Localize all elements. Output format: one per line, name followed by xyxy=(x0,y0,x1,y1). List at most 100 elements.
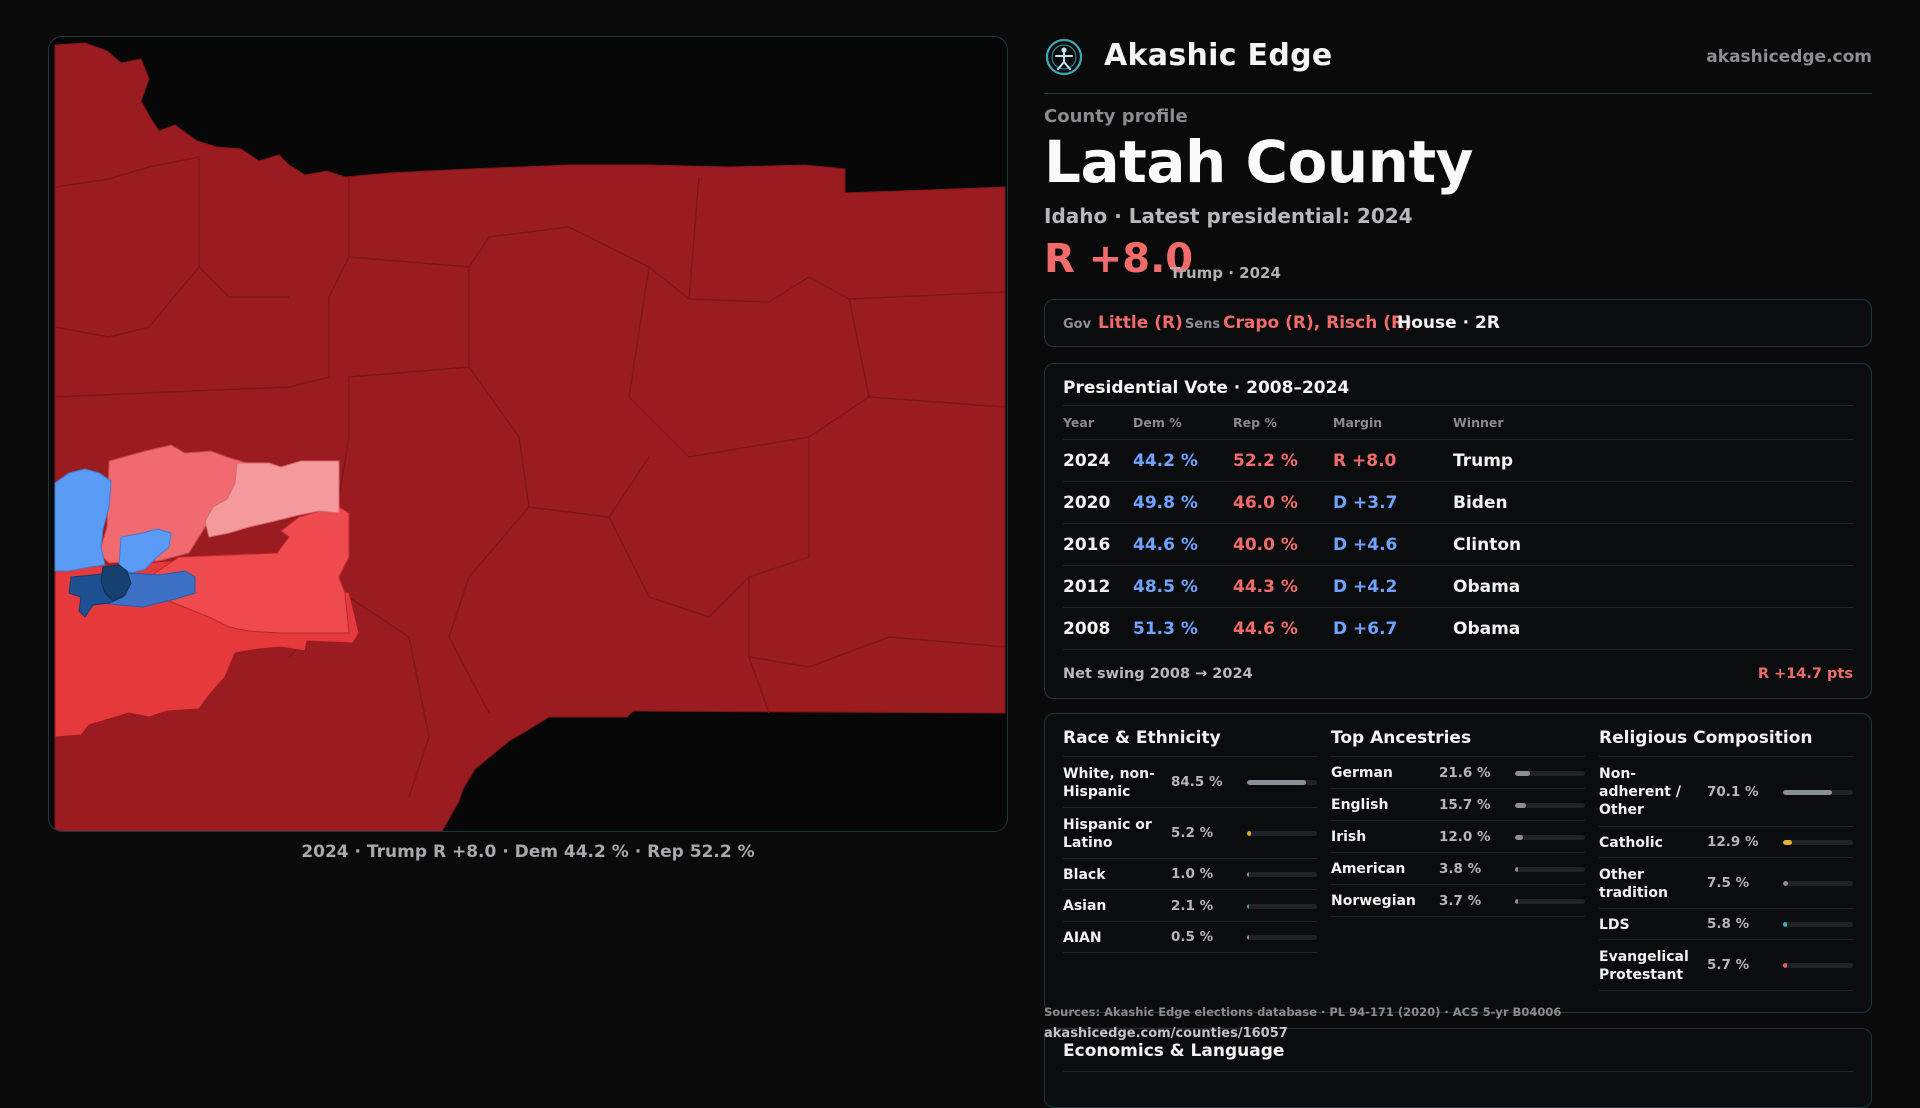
demographic-percent: 15.7 % xyxy=(1439,796,1491,813)
margin-cell: D +3.7 xyxy=(1333,481,1453,524)
demographic-bar xyxy=(1247,780,1317,785)
demographic-row: American 3.8 % xyxy=(1331,853,1585,885)
demographic-bar xyxy=(1783,922,1853,927)
demographic-bar xyxy=(1783,840,1853,845)
demographic-label: Hispanic or Latino xyxy=(1063,816,1152,851)
demographic-bar xyxy=(1247,831,1317,836)
demographic-bar-fill xyxy=(1783,881,1789,886)
table-row: 2020 49.8 % 46.0 % D +3.7 Biden xyxy=(1063,481,1853,524)
year-cell: 2020 xyxy=(1063,481,1133,524)
demographic-label: Catholic xyxy=(1599,834,1663,851)
demographic-row: Black 1.0 % xyxy=(1063,859,1317,890)
margin-cell: D +6.7 xyxy=(1333,607,1453,650)
demographic-label: Other tradition xyxy=(1599,866,1668,901)
demographic-bar-fill xyxy=(1783,840,1793,845)
county-map[interactable] xyxy=(48,36,1008,832)
year-cell: 2012 xyxy=(1063,565,1133,608)
demographic-percent: 1.0 % xyxy=(1171,866,1214,882)
precinct-tilt-rep[interactable] xyxy=(204,460,340,538)
dem-cell: 49.8 % xyxy=(1133,481,1233,524)
economics-title: Economics & Language xyxy=(1063,1041,1285,1061)
demographic-bar-fill xyxy=(1247,872,1249,877)
precinct-mid-rep[interactable] xyxy=(148,506,350,634)
presidential-vote-title: Presidential Vote · 2008–2024 xyxy=(1063,378,1350,398)
demographic-bar-fill xyxy=(1515,866,1518,872)
rep-cell: 52.2 % xyxy=(1233,439,1333,482)
demographic-label: Norwegian xyxy=(1331,893,1416,909)
demographic-row: German 21.6 % xyxy=(1331,757,1585,789)
demographic-label: AIAN xyxy=(1063,929,1102,946)
demographic-percent: 3.8 % xyxy=(1439,860,1482,877)
demographic-bar-fill xyxy=(1515,834,1524,840)
demographic-bar xyxy=(1247,935,1317,940)
demographic-label: Non- adherent / Other xyxy=(1599,766,1681,818)
demographic-bar xyxy=(1783,963,1853,968)
demographic-bar xyxy=(1515,834,1585,840)
governor-value: Little (R) xyxy=(1098,313,1183,333)
demographic-percent: 5.7 % xyxy=(1707,957,1750,973)
presidential-vote-table: Year Dem % Rep % Margin Winner 2024 44.2… xyxy=(1063,405,1853,650)
brand-header: Akashic Edge akashicedge.com xyxy=(1044,34,1872,94)
precinct-boundaries xyxy=(54,156,1006,798)
demographic-row: LDS 5.8 % xyxy=(1599,909,1853,940)
demographic-row: Hispanic or Latino 5.2 % xyxy=(1063,808,1317,859)
demographic-row: English 15.7 % xyxy=(1331,789,1585,821)
officials-bar: Gov Little (R) Sens Crapo (R), Risch (R)… xyxy=(1044,299,1872,347)
demographic-bar-fill xyxy=(1783,922,1788,927)
demographic-label: Irish xyxy=(1331,829,1367,845)
demographic-percent: 21.6 % xyxy=(1439,764,1491,781)
rep-cell: 44.6 % xyxy=(1233,607,1333,650)
demographic-bar xyxy=(1515,770,1585,776)
demographic-label: Asian xyxy=(1063,898,1107,914)
precinct-lean-dem[interactable] xyxy=(54,468,112,572)
rep-cell: 40.0 % xyxy=(1233,523,1333,566)
demographic-percent: 12.9 % xyxy=(1707,834,1759,850)
winner-cell: Trump xyxy=(1453,439,1853,482)
demographic-bar-fill xyxy=(1515,770,1531,776)
demographic-row: Other tradition 7.5 % xyxy=(1599,858,1853,909)
demographic-percent: 70.1 % xyxy=(1707,783,1759,800)
demographic-row: Non- adherent / Other 70.1 % xyxy=(1599,757,1853,827)
precinct-strong-rep-region[interactable] xyxy=(54,42,1006,832)
demographic-row: Asian 2.1 % xyxy=(1063,890,1317,922)
rep-cell: 44.3 % xyxy=(1233,565,1333,608)
brand-name: Akashic Edge xyxy=(1104,38,1333,73)
year-cell: 2016 xyxy=(1063,523,1133,566)
table-row: 2008 51.3 % 44.6 % D +6.7 Obama xyxy=(1063,607,1853,650)
winner-cell: Obama xyxy=(1453,607,1853,650)
house-delegation: House · 2R xyxy=(1397,313,1500,333)
sources-note: Sources: Akashic Edge elections database… xyxy=(1044,1005,1562,1019)
ancestry-title: Top Ancestries xyxy=(1331,728,1472,748)
precinct-strong-dem-core[interactable] xyxy=(100,564,132,602)
profile-kicker: County profile xyxy=(1044,106,1188,127)
demographic-label: White, non- Hispanic xyxy=(1063,765,1155,800)
profile-subtitle: Idaho · Latest presidential: 2024 xyxy=(1044,204,1413,228)
demographic-percent: 12.0 % xyxy=(1439,828,1491,845)
demographic-row: Evangelical Protestant 5.7 % xyxy=(1599,940,1853,991)
source-url-link[interactable]: akashicedge.com/counties/16057 xyxy=(1044,1026,1288,1041)
demographic-label: Evangelical Protestant xyxy=(1599,948,1689,983)
demographic-bar xyxy=(1783,789,1853,795)
dem-cell: 51.3 % xyxy=(1133,607,1233,650)
demographic-percent: 7.5 % xyxy=(1707,875,1750,891)
demographic-label: English xyxy=(1331,797,1389,813)
col-header-winner: Winner xyxy=(1453,405,1853,440)
demographic-bar xyxy=(1247,872,1317,877)
demographic-percent: 2.1 % xyxy=(1171,897,1214,914)
demographic-row: Irish 12.0 % xyxy=(1331,821,1585,853)
brand-url-link[interactable]: akashicedge.com xyxy=(1706,47,1872,67)
presidential-vote-card: Presidential Vote · 2008–2024 Year Dem %… xyxy=(1044,363,1872,699)
table-row: 2016 44.6 % 40.0 % D +4.6 Clinton xyxy=(1063,523,1853,566)
demographic-bar xyxy=(1515,898,1585,904)
demographic-label: American xyxy=(1331,861,1406,877)
demographic-bar xyxy=(1515,866,1585,872)
precinct-map[interactable] xyxy=(49,37,1008,832)
county-profile-panel: Akashic Edge akashicedge.com County prof… xyxy=(1044,0,1872,1108)
demographic-bar-fill xyxy=(1247,780,1307,785)
winner-cell: Biden xyxy=(1453,481,1853,524)
senators-label: Sens xyxy=(1185,317,1221,332)
race-ethnicity-title: Race & Ethnicity xyxy=(1063,728,1221,748)
margin-cell: D +4.6 xyxy=(1333,523,1453,566)
winner-cell: Obama xyxy=(1453,565,1853,608)
map-caption: 2024 · Trump R +8.0 · Dem 44.2 % · Rep 5… xyxy=(301,842,755,862)
